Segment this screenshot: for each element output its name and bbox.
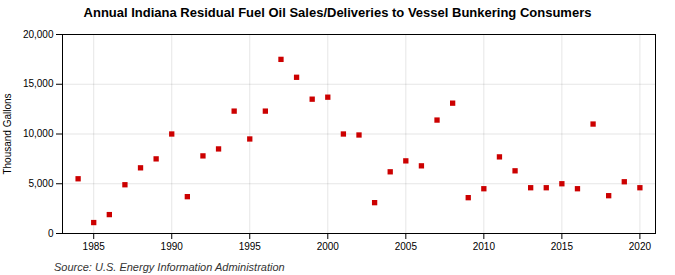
svg-text:2000: 2000 (317, 241, 340, 252)
svg-text:2020: 2020 (629, 241, 652, 252)
svg-text:1985: 1985 (83, 241, 106, 252)
svg-text:1995: 1995 (239, 241, 262, 252)
svg-text:0: 0 (48, 228, 54, 239)
svg-text:20,000: 20,000 (23, 29, 54, 40)
svg-text:10,000: 10,000 (23, 128, 54, 139)
html-text:Source: U.S. Energy Informatio: Source: U.S. Energy Information Administ… (54, 261, 285, 273)
svg-text:2005: 2005 (395, 241, 418, 252)
svg-text:1990: 1990 (161, 241, 184, 252)
svg-text:15,000: 15,000 (23, 78, 54, 89)
svg-text:5,000: 5,000 (28, 178, 53, 189)
svg-text:2010: 2010 (473, 241, 496, 252)
svg-text:Thousand Gallons: Thousand Gallons (2, 93, 13, 174)
svg-text:2015: 2015 (551, 241, 574, 252)
html-text:Annual Indiana Residual Fuel O: Annual Indiana Residual Fuel Oil Sales/D… (83, 5, 592, 20)
